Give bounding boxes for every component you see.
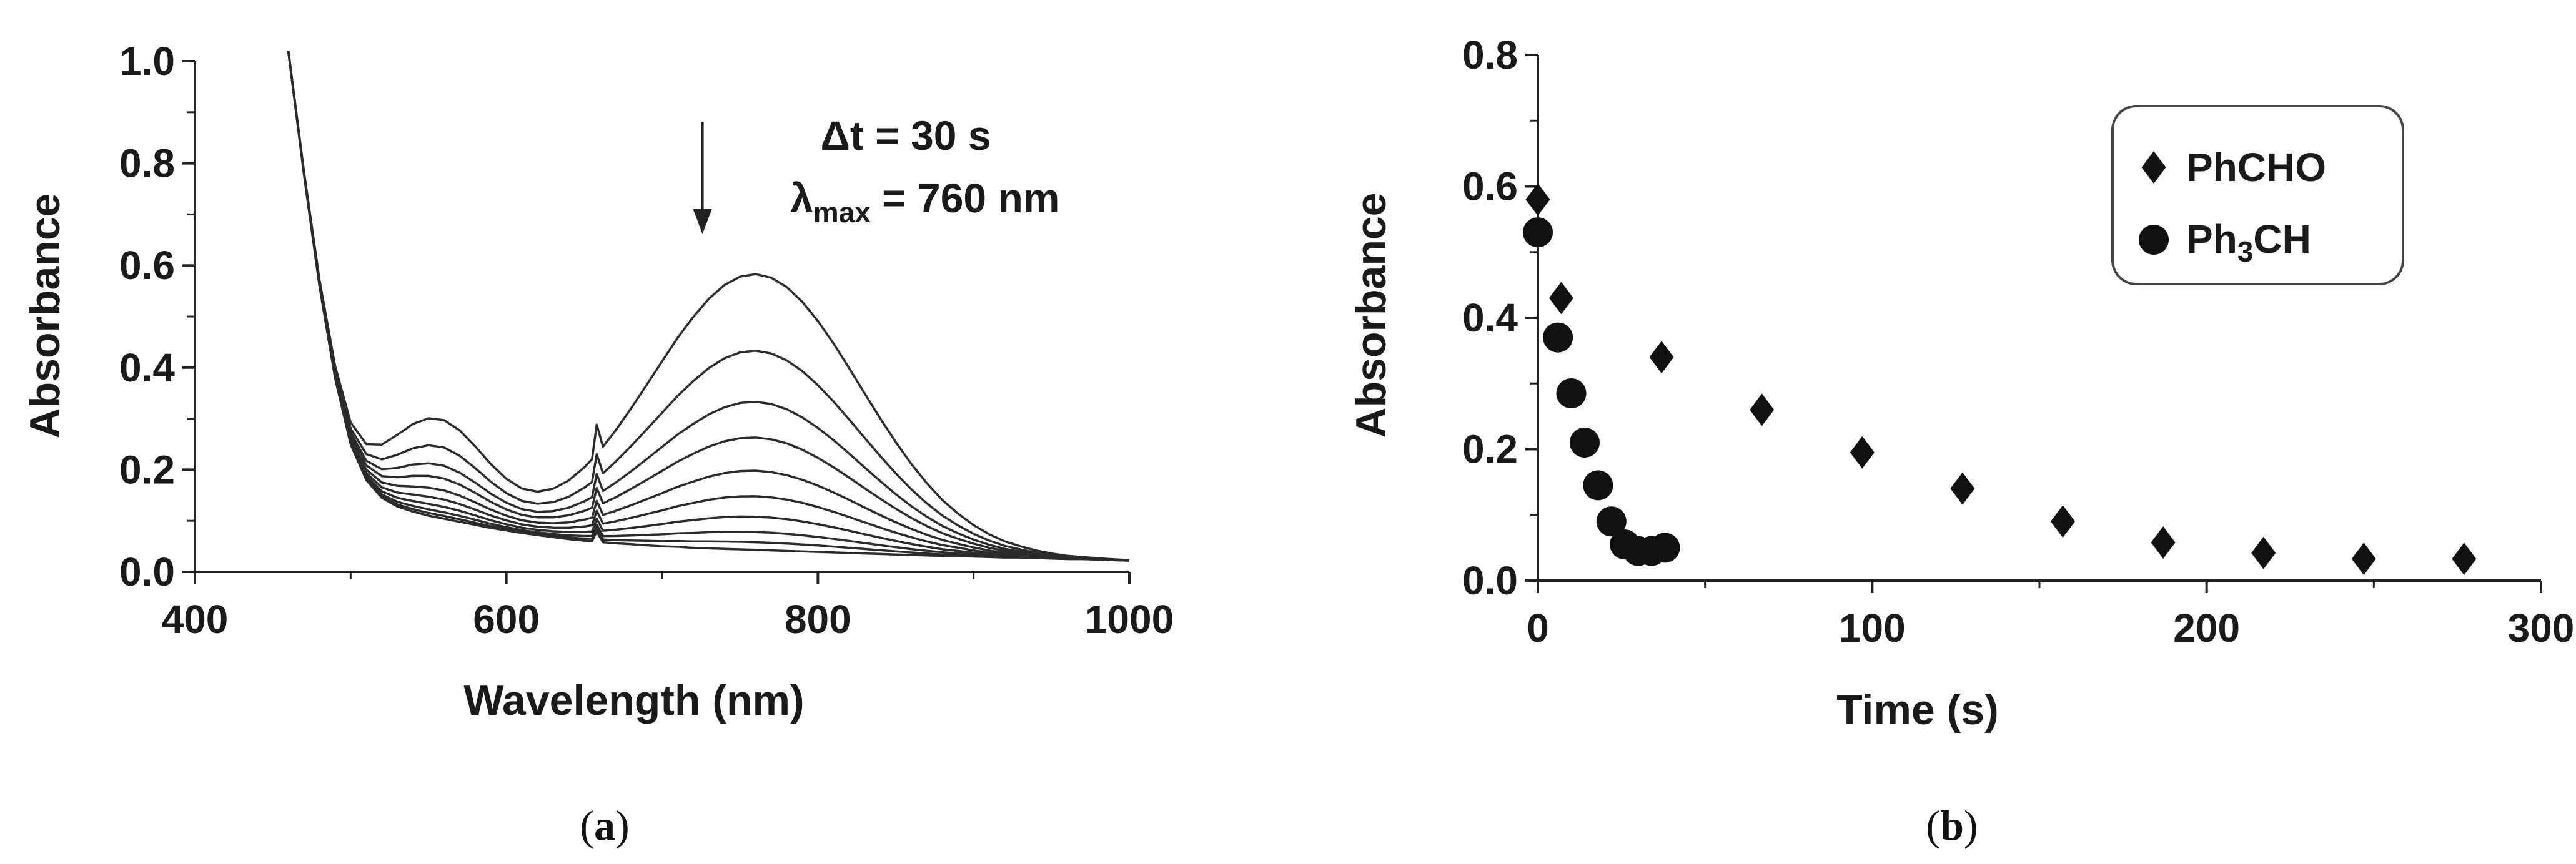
point-phcho <box>1649 341 1674 374</box>
legend-label-ph3ch: Ph3CH <box>2186 217 2311 268</box>
spectrum-line-t1 <box>287 51 1130 562</box>
spectra-curves <box>287 51 1130 562</box>
decrease-arrow-icon <box>693 122 712 234</box>
legend-marker-circle-icon <box>2139 225 2169 255</box>
spectrum-line-t9 <box>287 51 1130 562</box>
spectrum-line-t2 <box>287 51 1130 562</box>
panel-a-y-tick-label: 0.8 <box>119 141 175 186</box>
point-ph3ch <box>1556 378 1587 409</box>
annotation-lambda-max: λmax = 760 nm <box>790 175 1059 228</box>
panel-b-x-tick-label: 200 <box>2173 606 2240 650</box>
point-phcho <box>2151 526 2176 559</box>
spectrum-line-t5 <box>287 51 1130 562</box>
panel-b-y-tick-label: 0.6 <box>1462 164 1518 209</box>
panel-b-x-axis-label: Time (s) <box>1836 686 1998 734</box>
panel-b-chart: 0.0 0.2 0.4 0.6 0.8 0 100 200 300 Time (s) Absor… <box>1347 32 2574 849</box>
point-phcho <box>1850 436 1875 469</box>
legend-label-phcho: PhCHO <box>2186 145 2326 190</box>
point-phcho <box>1548 282 1573 315</box>
panel-b-y-axis-label: Absorbance <box>1347 193 1395 438</box>
point-phcho <box>1950 472 1975 505</box>
panel-a-x-tick-label: 600 <box>473 597 540 642</box>
spectrum-line-t0 <box>287 51 1130 562</box>
panel-b-x-tick-label: 0 <box>1527 606 1549 650</box>
spectrum-line-t8 <box>287 51 1130 562</box>
panel-a-y-tick-label: 0.0 <box>119 549 175 594</box>
point-phcho <box>2251 536 2276 569</box>
spectrum-line-t7 <box>287 51 1130 562</box>
panel-a-x-tick-label: 1000 <box>1085 597 1174 642</box>
spectrum-line-t3 <box>287 51 1130 562</box>
panel-a-y-tick-label: 1.0 <box>119 39 175 84</box>
kinetics-points <box>1523 183 2477 576</box>
panel-a-label: (a) <box>580 802 629 849</box>
panel-b-axes: 0.0 0.2 0.4 0.6 0.8 0 100 200 300 <box>1462 32 2574 650</box>
point-ph3ch <box>1543 322 1573 353</box>
panel-a-x-axis-label: Wavelength (nm) <box>463 677 804 724</box>
point-ph3ch <box>1650 533 1680 563</box>
spectrum-line-t6 <box>287 51 1130 562</box>
panel-b-y-tick-label: 0.4 <box>1462 295 1518 340</box>
panel-b-y-tick-label: 0.8 <box>1462 32 1518 77</box>
panel-a-chart: 0.0 0.2 0.4 0.6 0.8 1.0 400 600 800 1000 Waveleng… <box>21 39 1174 849</box>
legend: PhCHO Ph3CH <box>2111 105 2404 285</box>
point-phcho <box>2452 542 2477 576</box>
point-ph3ch <box>1596 506 1627 537</box>
panel-b-x-tick-label: 300 <box>2508 606 2575 650</box>
panel-a-y-tick-label: 0.2 <box>119 447 175 492</box>
panel-a-x-tick-label: 800 <box>785 597 851 642</box>
point-ph3ch <box>1583 470 1613 501</box>
time-step-annotation: Δt = 30 s λmax = 760 nm <box>693 112 1059 234</box>
lambda-value: = 760 nm <box>871 175 1060 221</box>
point-ph3ch <box>1569 427 1600 458</box>
panel-a-axes: 0.0 0.2 0.4 0.6 0.8 1.0 400 600 800 1000 <box>119 39 1174 642</box>
panel-a-x-tick-label: 400 <box>162 597 229 642</box>
point-phcho <box>1525 183 1550 216</box>
panel-a-y-tick-label: 0.6 <box>119 243 175 288</box>
point-phcho <box>2050 505 2075 538</box>
spectrum-line-t4 <box>287 51 1130 562</box>
panel-a-y-tick-label: 0.4 <box>119 345 175 390</box>
lambda-subscript: max <box>813 196 871 228</box>
legend-markers <box>2139 151 2169 255</box>
arrow-head <box>693 209 712 234</box>
point-phcho <box>2351 542 2376 576</box>
legend-marker-diamond-icon <box>2141 151 2166 184</box>
point-phcho <box>1750 393 1775 426</box>
panel-b-x-tick-label: 100 <box>1839 606 1906 650</box>
legend-box <box>2111 105 2404 285</box>
panel-b-y-tick-label: 0.0 <box>1462 558 1518 603</box>
point-ph3ch <box>1523 217 1553 248</box>
annotation-delta-t: Δt = 30 s <box>820 112 991 159</box>
lambda-symbol: λ <box>790 175 813 221</box>
panel-a-y-axis-label: Absorbance <box>21 194 69 439</box>
panel-b-y-tick-label: 0.2 <box>1462 427 1518 472</box>
panel-b-label: (b) <box>1926 802 1978 849</box>
